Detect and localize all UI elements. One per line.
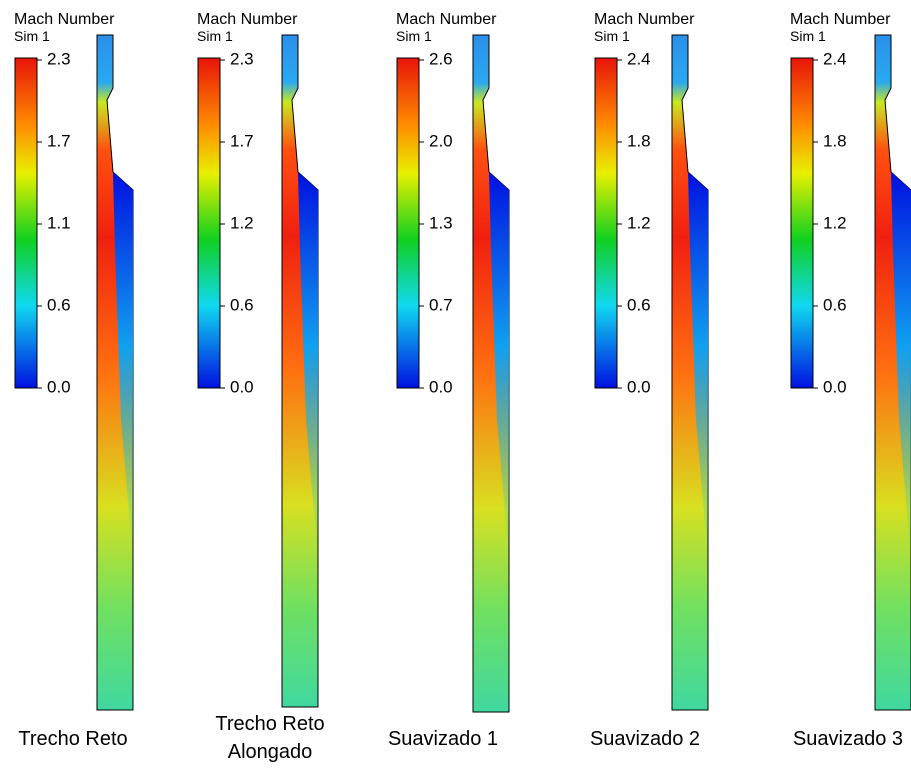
expansion-region bbox=[298, 172, 318, 560]
legend-subtitle: Sim 1 bbox=[594, 28, 630, 44]
legend-title: Mach Number bbox=[396, 11, 497, 28]
colorbar-label: 0.0 bbox=[230, 377, 254, 396]
caption: Suavizado 1 bbox=[388, 728, 498, 750]
expansion-region bbox=[891, 172, 911, 560]
colorbar-label: 0.0 bbox=[823, 377, 847, 396]
caption: Trecho Reto bbox=[215, 713, 324, 735]
colorbar-label: 1.3 bbox=[429, 213, 453, 232]
colorbar-label: 0.6 bbox=[627, 295, 651, 314]
legend-subtitle: Sim 1 bbox=[790, 28, 826, 44]
legend-title: Mach Number bbox=[594, 11, 695, 28]
colorbar bbox=[594, 57, 618, 389]
colorbar-label: 0.7 bbox=[429, 295, 453, 314]
colorbar-label: 2.4 bbox=[823, 49, 847, 68]
colorbar-label: 2.3 bbox=[230, 49, 254, 68]
legend-subtitle: Sim 1 bbox=[396, 28, 432, 44]
caption: Suavizado 2 bbox=[590, 728, 700, 750]
colorbar-label: 0.0 bbox=[47, 377, 71, 396]
colorbar-label: 1.8 bbox=[823, 131, 847, 150]
colorbar-label: 1.2 bbox=[823, 213, 847, 232]
colorbar-label: 0.6 bbox=[823, 295, 847, 314]
expansion-region bbox=[489, 172, 509, 560]
colorbar-label: 2.6 bbox=[429, 49, 453, 68]
legend-title: Mach Number bbox=[197, 11, 298, 28]
colorbar-label: 2.3 bbox=[47, 49, 71, 68]
colorbar-label: 0.6 bbox=[230, 295, 254, 314]
colorbar bbox=[396, 57, 420, 389]
legend-subtitle: Sim 1 bbox=[197, 28, 233, 44]
legend-title: Mach Number bbox=[790, 11, 891, 28]
colorbar-label: 0.0 bbox=[429, 377, 453, 396]
colorbar-label: 2.0 bbox=[429, 131, 453, 150]
caption: Suavizado 3 bbox=[793, 728, 903, 750]
colorbar bbox=[790, 57, 814, 389]
expansion-region bbox=[113, 172, 133, 560]
expansion-region bbox=[688, 172, 708, 560]
legend-title: Mach Number bbox=[14, 11, 115, 28]
colorbar-label: 1.7 bbox=[47, 131, 71, 150]
colorbar-label: 1.2 bbox=[230, 213, 254, 232]
colorbar-label: 0.6 bbox=[47, 295, 71, 314]
colorbar bbox=[14, 57, 38, 389]
colorbar-label: 1.1 bbox=[47, 213, 71, 232]
colorbar-label: 1.2 bbox=[627, 213, 651, 232]
colorbar bbox=[197, 57, 221, 389]
caption: Alongado bbox=[228, 741, 313, 763]
colorbar-label: 0.0 bbox=[627, 377, 651, 396]
legend-subtitle: Sim 1 bbox=[14, 28, 50, 44]
colorbar-label: 2.4 bbox=[627, 49, 651, 68]
colorbar-label: 1.7 bbox=[230, 131, 254, 150]
caption: Trecho Reto bbox=[18, 728, 127, 750]
colorbar-label: 1.8 bbox=[627, 131, 651, 150]
